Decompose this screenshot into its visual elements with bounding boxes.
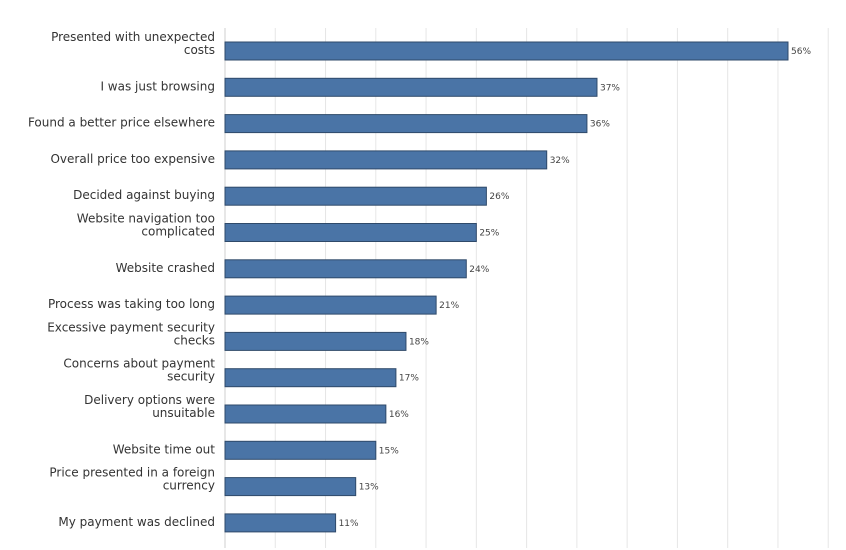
category-labels: Presented with unexpected costs I was just… (28, 30, 215, 529)
bars (224, 41, 789, 533)
bar (224, 477, 357, 497)
value-label: 17% (399, 374, 419, 384)
category-label: Price presented in a foreign currency (49, 466, 215, 493)
bar (224, 368, 397, 388)
bar (224, 259, 467, 279)
value-label: 26% (489, 192, 509, 202)
value-label: 15% (379, 446, 399, 456)
grid-lines (224, 28, 829, 548)
bar (224, 114, 588, 134)
bar (224, 440, 377, 460)
value-label: 18% (409, 337, 429, 347)
value-label: 36% (590, 120, 610, 130)
value-label: 16% (389, 410, 409, 420)
bar (224, 331, 407, 351)
value-labels: 56% 37% 36% 32% 26% 25% 24% 21% 18% 17% 16% 15% 13% 1… (339, 47, 812, 529)
category-label: Overall price too expensive (50, 152, 215, 166)
category-label: I was just browsing (100, 79, 215, 93)
value-label: 13% (359, 483, 379, 493)
value-label: 11% (339, 519, 359, 529)
bar (224, 513, 337, 533)
bar (224, 77, 598, 97)
category-label: Excessive payment security checks (47, 320, 215, 347)
category-label: Presented with unexpected costs (51, 30, 215, 57)
value-label: 32% (550, 156, 570, 166)
category-label: Decided against buying (73, 188, 215, 202)
bar (224, 295, 437, 315)
category-label: Found a better price elsewhere (28, 116, 215, 130)
category-label: My payment was declined (58, 515, 215, 529)
value-label: 25% (479, 229, 499, 239)
bar (224, 186, 487, 206)
category-label: Website time out (113, 442, 216, 456)
category-label: Delivery options were unsuitable (84, 393, 215, 420)
category-label: Process was taking too long (48, 297, 215, 311)
value-label: 56% (791, 47, 811, 57)
value-label: 24% (469, 265, 489, 275)
category-label: Website navigation too complicated (77, 212, 215, 239)
category-label: Website crashed (116, 261, 215, 275)
value-label: 37% (600, 83, 620, 93)
bar (224, 223, 477, 242)
bar (224, 150, 548, 170)
bar (224, 404, 387, 424)
bar (224, 41, 789, 61)
category-label: Concerns about payment security (63, 357, 215, 384)
value-label: 21% (439, 301, 459, 311)
